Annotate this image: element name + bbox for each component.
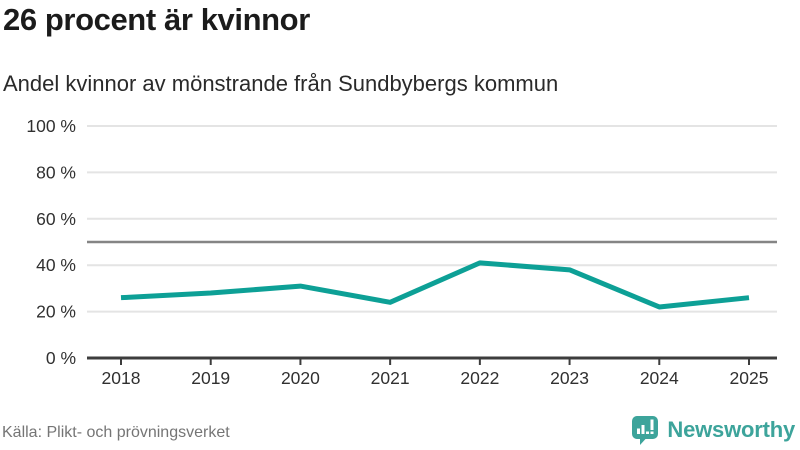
source-note: Källa: Plikt- och prövningsverket: [2, 424, 230, 441]
x-axis-label: 2018: [102, 368, 141, 388]
chart-title: 26 procent är kvinnor: [3, 2, 310, 37]
x-axis-label: 2020: [281, 368, 320, 388]
chart-subtitle: Andel kvinnor av mönstrande från Sundbyb…: [3, 71, 559, 96]
y-axis-label: 100 %: [26, 116, 76, 136]
x-axis-label: 2023: [550, 368, 589, 388]
y-axis-label: 60 %: [36, 209, 76, 229]
newsworthy-logo-icon: [632, 416, 659, 445]
x-axis-label: 2022: [460, 368, 499, 388]
y-axis-label: 80 %: [36, 162, 76, 182]
x-axis-label: 2024: [640, 368, 679, 388]
data-line: [120, 260, 750, 310]
x-axis-label: 2019: [191, 368, 230, 388]
x-axis-label: 2025: [730, 368, 769, 388]
y-axis-label: 20 %: [36, 302, 76, 322]
x-axis-label: 2021: [371, 368, 410, 388]
brand-logo: Newsworthy: [630, 415, 795, 445]
y-axis-label: 40 %: [36, 255, 76, 275]
y-axis-label: 0 %: [46, 348, 76, 368]
brand-name: Newsworthy: [667, 417, 795, 442]
bar-chart-glyph: [637, 419, 654, 434]
